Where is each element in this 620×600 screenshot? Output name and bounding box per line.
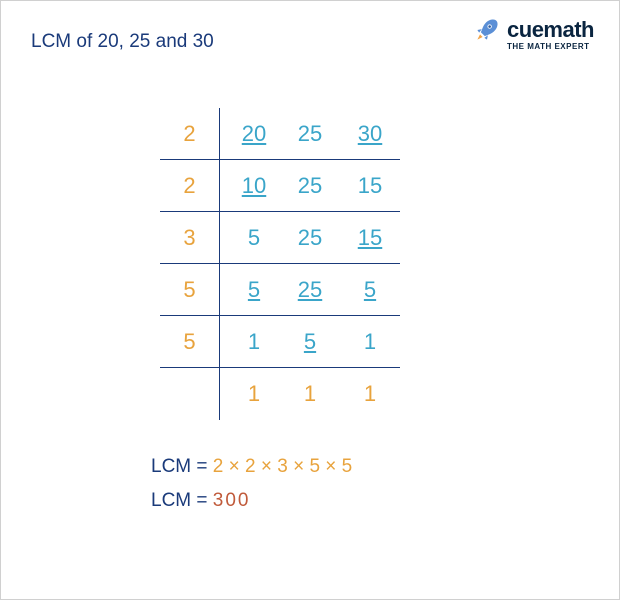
number-cell: 1 (340, 368, 400, 420)
lcm-expression: LCM = 2 × 2 × 3 × 5 × 5 (151, 450, 589, 484)
divisor-cell: 5 (160, 316, 220, 368)
number-cell: 15 (340, 160, 400, 212)
number-cell: 5 (220, 212, 280, 264)
number-cell: 1 (280, 368, 340, 420)
number-cell: 25 (280, 264, 340, 316)
number-cell: 5 (220, 264, 280, 316)
number-cell: 20 (220, 108, 280, 160)
number-cell: 5 (280, 316, 340, 368)
divisor-cell: 2 (160, 160, 220, 212)
result-block: LCM = 2 × 2 × 3 × 5 × 5 LCM = 300 (151, 450, 589, 518)
lcm-answer: LCM = 300 (151, 484, 589, 518)
divisor-cell: 3 (160, 212, 220, 264)
divisor-cell: 5 (160, 264, 220, 316)
number-cell: 15 (340, 212, 400, 264)
rocket-icon (473, 16, 501, 44)
number-cell: 25 (280, 108, 340, 160)
number-cell: 1 (220, 316, 280, 368)
divisor-cell (160, 368, 220, 420)
divisor-cell: 2 (160, 108, 220, 160)
number-cell: 30 (340, 108, 400, 160)
logo-text: cuemath (507, 17, 594, 43)
number-cell: 25 (280, 212, 340, 264)
number-cell: 5 (340, 264, 400, 316)
division-ladder: 22025302102515352515552555151111 (160, 108, 460, 420)
number-cell: 25 (280, 160, 340, 212)
number-cell: 10 (220, 160, 280, 212)
number-cell: 1 (340, 316, 400, 368)
logo-tagline: THE MATH EXPERT (507, 42, 594, 51)
brand-logo: cuemath THE MATH EXPERT (473, 16, 594, 51)
number-cell: 1 (220, 368, 280, 420)
